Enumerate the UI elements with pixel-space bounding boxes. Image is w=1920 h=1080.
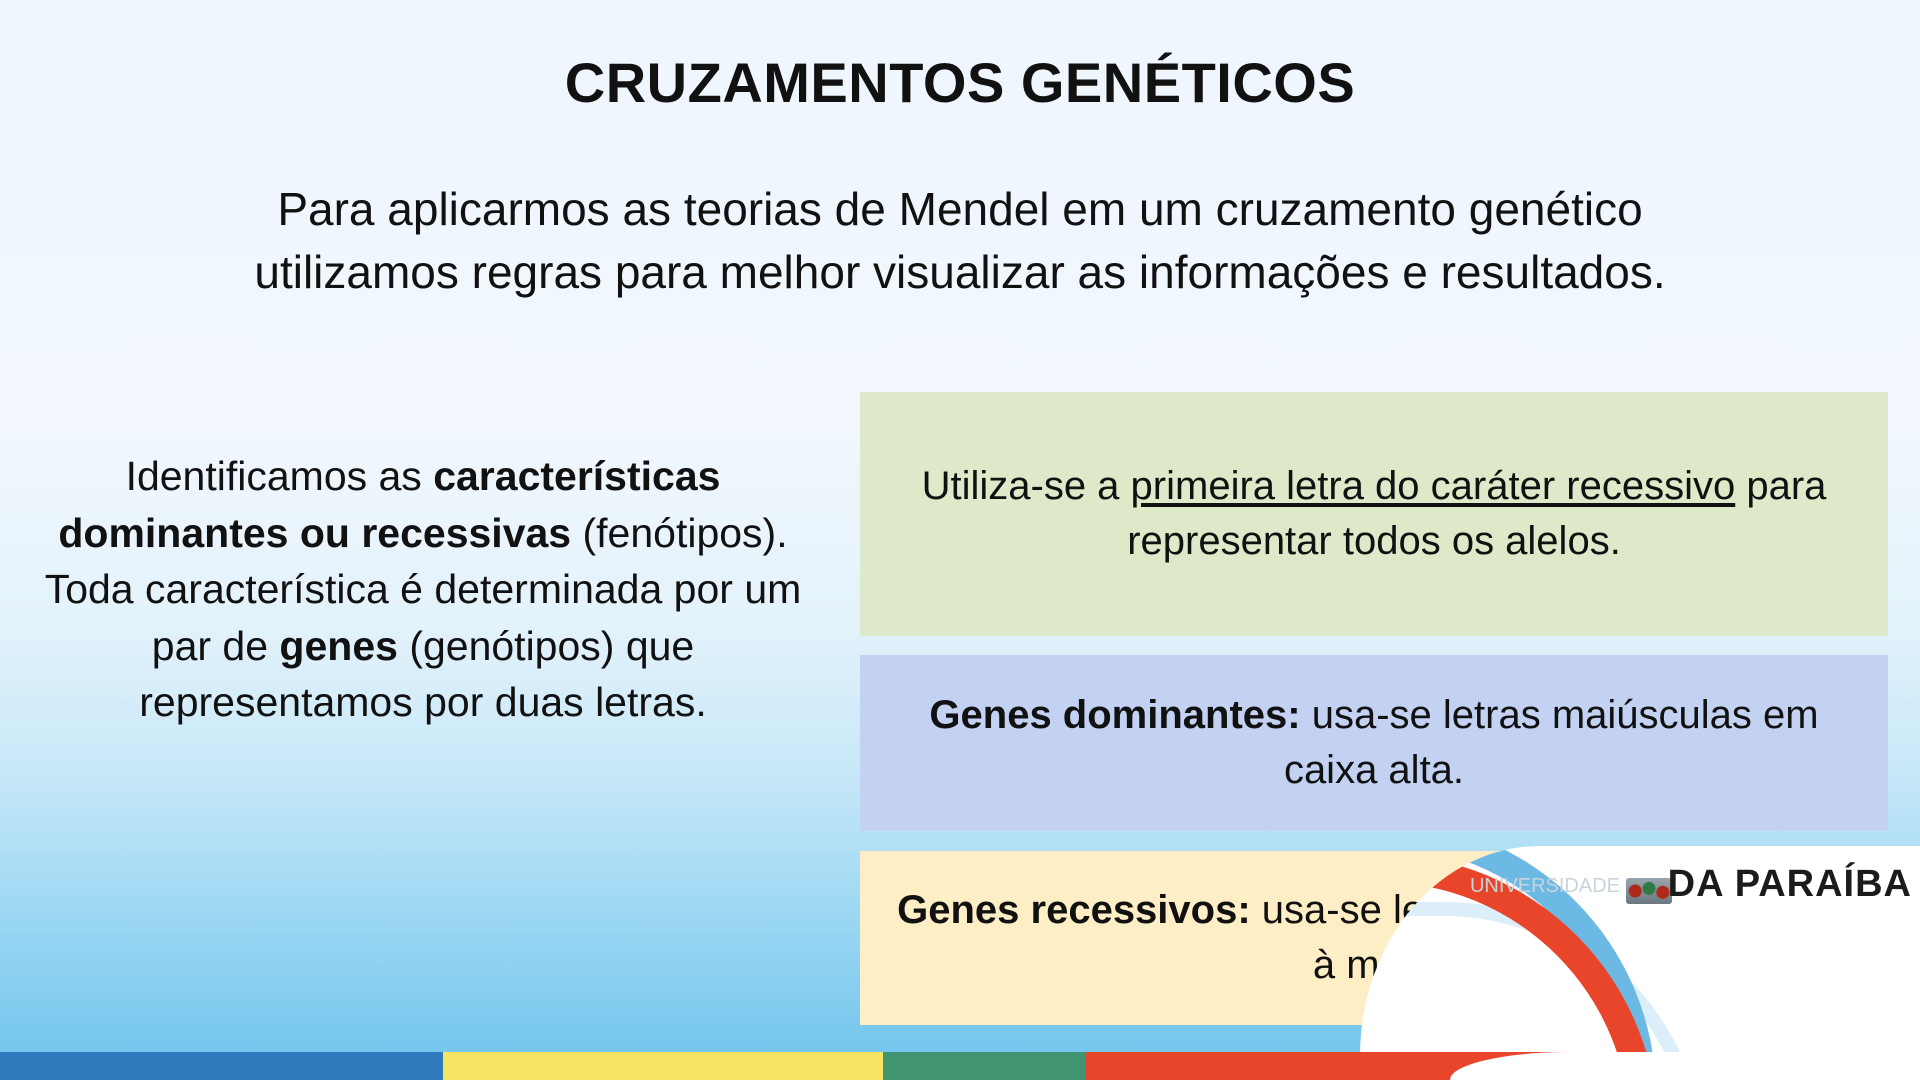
green-text-before: Utiliza-se a (921, 463, 1131, 508)
green-underlined-phrase: primeira letra do caráter recessivo (1130, 463, 1736, 508)
university-logo: UNIVERSIDADE DA PARAÍBA (1360, 846, 1920, 1056)
subtitle-line-1: Para aplicarmos as teorias de Mendel em … (277, 183, 1643, 235)
subtitle-line-2: utilizamos regras para melhor visualizar… (254, 245, 1666, 298)
yellow-bold-label: Genes recessivos: (897, 887, 1251, 932)
left-p2-text-before: Toda característica é determinada por um… (44, 566, 802, 669)
logo-faint-text: UNIVERSIDADE (1469, 875, 1620, 897)
slide-subtitle: Para aplicarmos as teorias de Mendel em … (50, 178, 1870, 303)
left-p1-bold: características dominantes ou recessivas (58, 453, 721, 556)
left-text-column: Identificamos as características dominan… (28, 448, 818, 731)
callout-green-text: Utiliza-se a primeira letra do caráter r… (886, 459, 1862, 569)
blue-bold-label: Genes dominantes: (929, 692, 1301, 737)
left-p1-text-before: Identificamos as (125, 453, 434, 499)
callout-box-blue: Genes dominantes: usa-se letras maiúscul… (860, 655, 1888, 831)
band-segment-yellow (443, 1052, 883, 1080)
crest-icon (1626, 878, 1672, 904)
green-text-after: para representar todos os alelos. (1127, 463, 1827, 563)
callout-blue-text: Genes dominantes: usa-se letras maiúscul… (886, 688, 1862, 798)
left-paragraph-1: Identificamos as características dominan… (28, 448, 818, 561)
page-title: CRUZAMENTOS GENÉTICOS (564, 51, 1356, 114)
left-paragraph-2: Toda característica é determinada por um… (28, 561, 818, 731)
band-segment-green (883, 1052, 1086, 1080)
footer-band-mask (1450, 1052, 1920, 1080)
left-p1-text-after: (fenótipos). (571, 509, 788, 556)
left-p2-text-after: (genótipos) que representamos por duas l… (139, 622, 707, 726)
callout-box-green: Utiliza-se a primeira letra do caráter r… (860, 392, 1888, 636)
logo-label: DA PARAÍBA (1667, 863, 1912, 905)
blue-text: usa-se letras maiúsculas em caixa alta. (1283, 692, 1819, 792)
left-p2-bold: genes (279, 622, 398, 669)
band-segment-blue (0, 1052, 443, 1080)
